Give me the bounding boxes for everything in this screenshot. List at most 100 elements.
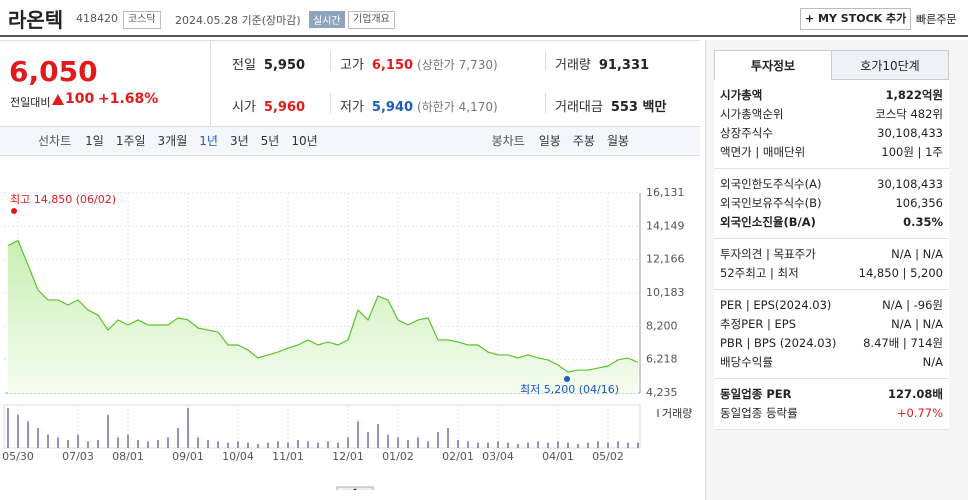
high-marker: [11, 208, 17, 214]
x-tick-label: 03/04: [482, 450, 514, 463]
stat-value: 6,150: [371, 58, 414, 73]
y-tick-label: 16,131: [646, 186, 685, 199]
tab[interactable]: 일봉: [538, 134, 561, 148]
stat-label: 고가: [340, 58, 364, 73]
volume-bar: [297, 440, 299, 448]
tab[interactable]: 1일: [85, 134, 104, 148]
row-label: 외국인한도주식수(A): [720, 177, 822, 191]
volume-bar: [347, 437, 349, 448]
row-value: N/A | -96원: [882, 298, 943, 312]
row-label: 외국인소진율(B/A): [720, 215, 816, 229]
stat: 시가 5,960: [232, 96, 305, 115]
divider: [545, 51, 546, 71]
volume-bar: [417, 437, 419, 448]
row-value: 100원 | 1주: [881, 145, 943, 159]
volume-bar: [277, 441, 279, 448]
overview[interactable]: 기업개요: [348, 11, 395, 29]
tab[interactable]: 월봉: [606, 134, 630, 148]
quick-order[interactable]: 빠른주문: [916, 13, 957, 26]
volume-bar: [397, 437, 399, 448]
volume-bar: [557, 441, 559, 448]
tab[interactable]: 3개월: [157, 134, 188, 148]
volume-bar: [357, 421, 359, 448]
volume-bar: [597, 441, 599, 448]
x-tick-label: 10/04: [222, 450, 254, 463]
volume-bar: [527, 442, 529, 448]
side-group: 투자의견 | 목표주가 N/A | N/A 52주최고 | 최저 14,850 | 5…: [714, 239, 949, 290]
stat: 거래량 91,331: [555, 54, 649, 73]
volume-bar: [487, 442, 489, 448]
volume-bar: [237, 441, 239, 448]
tab[interactable]: 5년: [260, 134, 280, 148]
side-tab[interactable]: 투자정보: [714, 50, 832, 80]
tab[interactable]: 10년: [291, 134, 318, 148]
tab[interactable]: 주봉: [572, 134, 595, 148]
x-tick-label: 02/01: [442, 450, 474, 463]
x-tick-label: 12/01: [332, 450, 364, 463]
row-label: 시가총액: [720, 88, 763, 102]
low-label: 최저 5,200 (04/16): [520, 383, 619, 396]
row-label: 액면가 | 매매단위: [720, 145, 806, 159]
y-tick-label: 12,166: [646, 253, 685, 266]
volume-bar: [27, 421, 29, 448]
volume-bar: [577, 444, 579, 448]
date: 2024.05.28 기준(장마감): [175, 14, 301, 27]
volume-bar: [137, 440, 139, 448]
side-tab[interactable]: 호가10단계: [832, 50, 949, 80]
stat-note: (하한가 4,170): [417, 100, 498, 114]
x-tick-label: 09/01: [172, 450, 204, 463]
volume-bar: [547, 442, 549, 448]
stat-label: 시가: [232, 100, 256, 115]
side-row: 액면가 | 매매단위 100원 | 1주: [714, 143, 949, 162]
header: 라온텍 418420 코스닥 2024.05.28 기준(장마감) 실시간 기업…: [0, 0, 968, 37]
volume-bar: [337, 442, 339, 448]
row-label: 외국인보유주식수(B): [720, 196, 822, 210]
stat-value: 5,940: [371, 100, 414, 115]
volume-legend-icon: [657, 409, 659, 417]
volume-bar: [377, 424, 379, 448]
change-pct: +1.68%: [98, 91, 159, 107]
side-row: PBR | BPS (2024.03) 8.47배 | 714원: [714, 334, 949, 353]
stat-value: 5,950: [263, 58, 306, 73]
volume-bar: [167, 437, 169, 448]
side-panel: 투자정보 호가10단계 시가총액 1,822억원 시가총액순위 코스닥 482위 상장주식수…: [705, 40, 968, 500]
x-tick-label: 01/02: [382, 450, 414, 463]
side-row: PER | EPS(2024.03) N/A | -96원: [714, 296, 949, 315]
volume-bar: [387, 434, 389, 448]
row-label: 동일업종 등락률: [720, 406, 798, 420]
volume-bar: [457, 440, 459, 448]
row-label: 52주최고 | 최저: [720, 266, 799, 280]
volume-bar: [517, 444, 519, 448]
divider: [210, 41, 211, 126]
tab-group-label: 봉차트: [491, 134, 525, 148]
volume-bar: [97, 440, 99, 448]
row-value: +0.77%: [896, 406, 943, 420]
tab[interactable]: 1주일: [115, 134, 146, 148]
row-value: 8.47배 | 714원: [863, 336, 943, 350]
row-value: 14,850 | 5,200: [858, 266, 943, 280]
tab[interactable]: 1년: [199, 134, 218, 148]
side-row: 외국인소진율(B/A) 0.35%: [714, 213, 949, 232]
area: [8, 240, 638, 393]
side-group: PER | EPS(2024.03) N/A | -96원 추정PER | EPS N…: [714, 290, 949, 379]
volume-bar: [307, 441, 309, 448]
side-row: 시가총액 1,822억원: [714, 86, 949, 105]
volume-bar: [407, 440, 409, 448]
tab[interactable]: 3년: [229, 134, 249, 148]
stat-note: (상한가 7,730): [417, 58, 498, 72]
row-label: 투자의견 | 목표주가: [720, 247, 816, 261]
realtime[interactable]: 실시간: [309, 11, 345, 28]
volume-bar: [87, 441, 89, 448]
side-row: 동일업종 PER 127.08배: [714, 385, 949, 404]
x-tick-label: 08/01: [112, 450, 144, 463]
row-value: 1,822억원: [885, 88, 943, 102]
volume-bar: [427, 441, 429, 448]
volume-bar: [617, 441, 619, 448]
volume-bar: [627, 442, 629, 448]
volume-bar: [497, 441, 499, 448]
volume-bar: [467, 441, 469, 448]
mystock-button[interactable]: + MY STOCK 추가: [800, 8, 912, 30]
row-value: 127.08배: [888, 387, 943, 401]
stat-value: 5,960: [263, 100, 306, 115]
